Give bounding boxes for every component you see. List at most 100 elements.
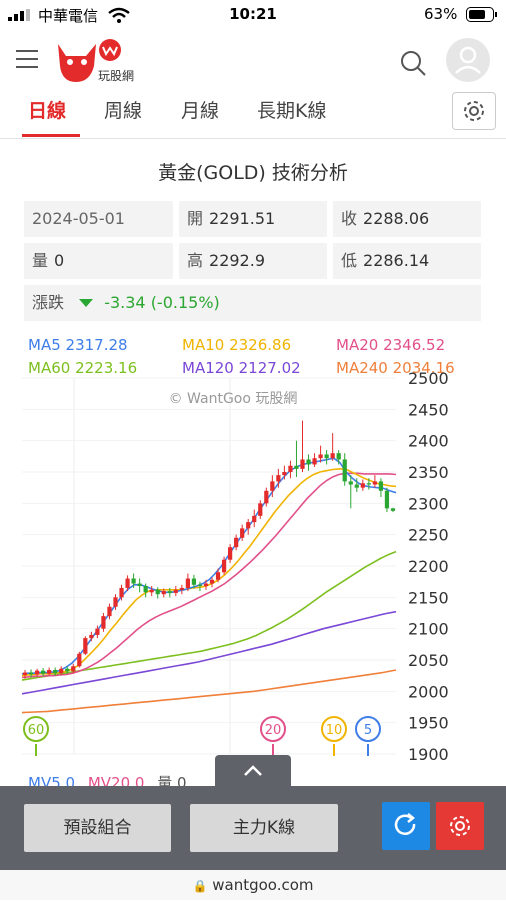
candle-body	[179, 587, 184, 590]
candlestick-chart[interactable]: 2500 2450 2400 2350 2300 2250 2200 2150 2100 2050…	[0, 372, 506, 772]
logo-text: 玩股網	[98, 69, 135, 83]
chart-settings-button[interactable]	[452, 92, 496, 130]
signal-icon	[8, 9, 30, 21]
candle-body	[137, 583, 142, 587]
quote-low: 低 2286.14	[333, 243, 481, 279]
y-tick-label: 2050	[408, 651, 449, 670]
preset-combo-button[interactable]: 預設組合	[24, 804, 171, 852]
candle-body	[161, 591, 166, 595]
candle-body	[167, 591, 172, 593]
quote-open: 開 2291.51	[179, 201, 327, 237]
carrier-label: 中華電信	[38, 7, 99, 25]
candle-body	[191, 578, 197, 585]
ma5-legend: MA5 2317.28	[28, 336, 128, 354]
candle-body	[366, 483, 371, 485]
battery-percent: 63%	[424, 5, 458, 23]
settings-button[interactable]	[436, 802, 484, 850]
y-tick-label: 2000	[408, 682, 449, 701]
candle-body	[101, 616, 106, 629]
candle-body	[354, 484, 359, 488]
gear-icon	[450, 816, 470, 836]
candle-body	[95, 628, 100, 635]
url-bar[interactable]: 🔒 wantgoo.com	[0, 870, 506, 900]
candle-body	[221, 559, 227, 573]
candle-body	[294, 465, 299, 469]
refresh-button[interactable]	[382, 802, 430, 850]
candle-body	[89, 634, 94, 639]
ma120-legend: MA120 2127.02	[182, 359, 301, 377]
candle-body	[240, 528, 245, 538]
y-tick-label: 2400	[408, 432, 449, 451]
wantgoo-logo[interactable]	[52, 38, 128, 84]
candle-body	[209, 579, 215, 584]
y-tick-label: 2100	[408, 620, 449, 639]
candle-body	[155, 589, 160, 595]
candle-body	[71, 666, 76, 672]
ma-badge	[355, 716, 381, 742]
quote-close: 收 2288.06	[333, 201, 481, 237]
y-tick-label: 2300	[408, 494, 449, 513]
candle-body	[203, 583, 209, 587]
candle-body	[77, 653, 82, 667]
y-tick-label: 1900	[408, 745, 449, 764]
period-tabs	[0, 90, 506, 139]
candle-body	[252, 515, 257, 523]
candle-body	[47, 670, 52, 674]
candle-body	[312, 458, 317, 465]
candle-body	[119, 587, 124, 598]
candle-body	[264, 490, 269, 504]
candle-body	[330, 453, 335, 459]
candle-body	[318, 454, 323, 459]
candle-body	[348, 481, 353, 485]
page-title: 黃金(GOLD) 技術分析	[158, 162, 348, 184]
y-tick-label: 2350	[408, 463, 449, 482]
candle-body	[125, 578, 130, 588]
candle-body	[185, 578, 190, 588]
ma240-line	[21, 669, 397, 714]
search-icon[interactable]	[400, 50, 428, 78]
y-tick-label: 1950	[408, 714, 449, 733]
candle-body	[131, 578, 136, 584]
ma-badge	[23, 716, 49, 742]
candle-body	[246, 522, 251, 529]
clock: 10:21	[229, 5, 277, 23]
candle-body	[306, 459, 311, 465]
candle-body	[258, 503, 263, 516]
ma-badge	[260, 716, 286, 742]
tab-monthly[interactable]: 月線	[181, 100, 220, 122]
gear-icon	[464, 101, 484, 121]
avatar-icon[interactable]	[445, 37, 491, 83]
candle-body	[143, 586, 148, 593]
wifi-icon	[108, 7, 130, 23]
status-bar: 中華電信 10:21 63%	[0, 0, 506, 30]
main-k-button[interactable]: 主力K線	[190, 804, 338, 852]
ma-badge-label: 10	[326, 723, 343, 738]
tab-long-term-k[interactable]: 長期K線	[257, 100, 327, 122]
candle-body	[197, 584, 203, 587]
menu-icon[interactable]	[16, 50, 38, 74]
candle-body	[288, 465, 293, 472]
expand-panel-button[interactable]	[215, 755, 291, 787]
candle-body	[149, 589, 154, 593]
candle-body	[53, 670, 58, 674]
candle-body	[215, 572, 221, 580]
candle-body	[34, 670, 40, 675]
candle-body	[384, 490, 390, 509]
candle-body	[300, 459, 305, 469]
quote-date: 2024-05-01	[24, 201, 173, 237]
lock-icon: 🔒	[192, 879, 208, 893]
chevron-up-icon	[244, 765, 262, 776]
quote-change: 漲跌 -3.34 (-0.15%)	[24, 285, 481, 321]
ma20-legend: MA20 2346.52	[336, 336, 446, 354]
tab-weekly[interactable]: 周線	[104, 100, 143, 122]
y-tick-label: 2500	[408, 372, 449, 388]
candle-body	[342, 459, 347, 482]
candle-body	[360, 483, 365, 488]
candle-body	[28, 672, 34, 675]
candle-body	[113, 597, 118, 607]
ma-badge	[321, 716, 347, 742]
tab-daily[interactable]: 日線	[28, 100, 67, 122]
candle-body	[276, 475, 281, 482]
ma10-line	[21, 468, 397, 677]
quote-high: 高 2292.9	[179, 243, 327, 279]
